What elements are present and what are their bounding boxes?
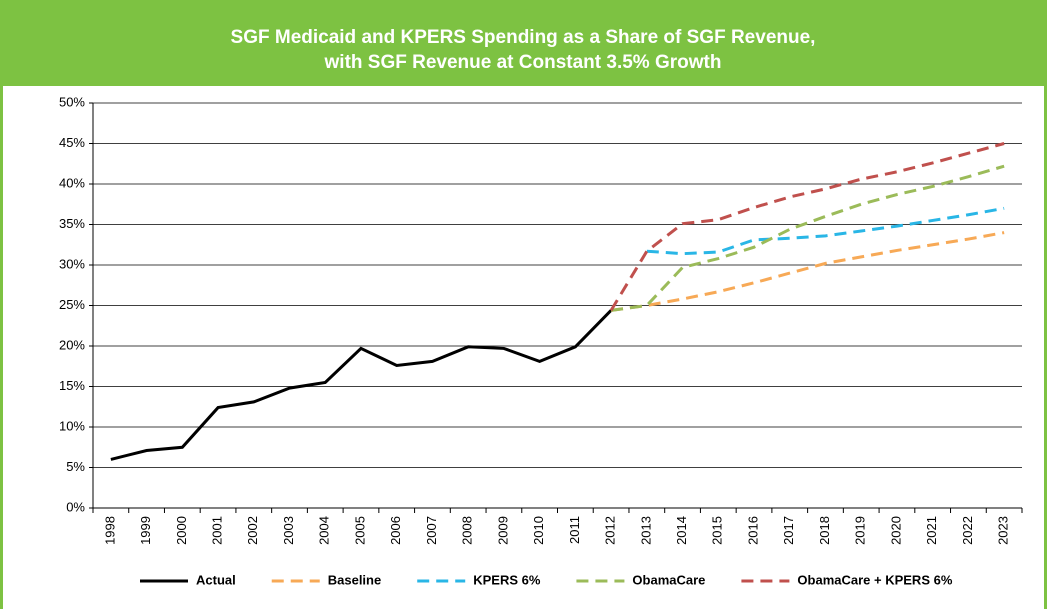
x-tick-label: 2012 [603, 516, 618, 545]
x-tick-label: 2018 [817, 516, 832, 545]
legend-label: Baseline [328, 572, 381, 587]
x-tick-label: 2017 [781, 516, 796, 545]
y-tick-label: 0% [66, 499, 85, 514]
y-tick-label: 40% [59, 175, 85, 190]
x-tick-label: 2020 [888, 516, 903, 545]
legend-label: ObamaCare + KPERS 6% [797, 572, 952, 587]
y-tick-label: 50% [59, 94, 85, 109]
y-tick-label: 10% [59, 418, 85, 433]
y-tick-label: 20% [59, 337, 85, 352]
title-bar [0, 0, 1047, 86]
x-tick-label: 2011 [567, 516, 582, 544]
x-tick-label: 2000 [174, 516, 189, 545]
y-tick-label: 25% [59, 297, 85, 312]
x-tick-label: 2004 [317, 516, 332, 545]
x-tick-label: 1998 [102, 516, 117, 545]
series-line [610, 164, 1005, 312]
x-tick-label: 2015 [710, 516, 725, 545]
y-tick-label: 15% [59, 378, 85, 393]
x-tick-label: 2014 [674, 516, 689, 545]
chart-title: with SGF Revenue at Constant 3.5% Growth [324, 52, 722, 73]
series-line [609, 142, 1005, 312]
x-tick-label: 2009 [495, 516, 510, 545]
legend-label: ObamaCare [632, 572, 705, 587]
left-border [0, 86, 3, 609]
y-tick-label: 45% [59, 135, 85, 150]
x-tick-label: 2002 [245, 516, 260, 545]
x-tick-label: 2019 [853, 516, 868, 545]
chart-title: SGF Medicaid and KPERS Spending as a Sha… [231, 27, 816, 48]
x-tick-label: 2001 [209, 516, 224, 545]
x-tick-label: 1999 [138, 516, 153, 545]
series-line [646, 206, 1005, 256]
x-tick-label: 2013 [638, 516, 653, 545]
y-tick-label: 30% [59, 256, 85, 271]
x-tick-label: 2003 [281, 516, 296, 545]
x-tick-label: 2007 [424, 516, 439, 545]
x-tick-label: 2010 [531, 516, 546, 545]
legend-label: KPERS 6% [473, 572, 541, 587]
y-tick-label: 5% [66, 459, 85, 474]
series-line [110, 309, 613, 461]
x-tick-label: 2008 [460, 516, 475, 545]
x-tick-label: 2006 [388, 516, 403, 545]
right-border [1044, 86, 1047, 609]
x-tick-label: 2021 [924, 516, 939, 545]
x-tick-label: 2023 [996, 516, 1011, 545]
y-tick-label: 35% [59, 216, 85, 231]
x-tick-label: 2022 [960, 516, 975, 545]
x-tick-label: 2016 [745, 516, 760, 545]
legend-label: Actual [196, 572, 236, 587]
x-tick-label: 2005 [352, 516, 367, 545]
series-line [610, 231, 1005, 312]
